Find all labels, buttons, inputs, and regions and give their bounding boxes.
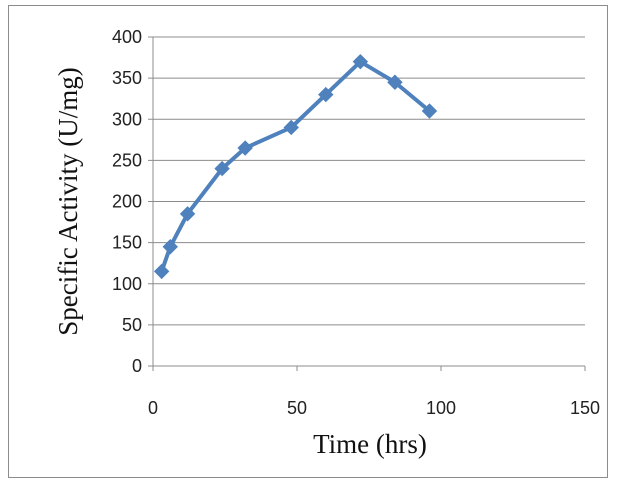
data-point-marker [214,160,230,177]
y-tick-label: 250 [112,150,142,170]
y-tick-label: 350 [112,68,142,88]
data-point-marker [162,239,178,255]
x-tick-label: 100 [426,398,456,418]
series-line [159,59,432,274]
grid-lines [153,36,585,326]
data-point-marker [318,86,334,103]
x-tick-label: 50 [287,398,307,418]
y-tick-label: 300 [112,109,142,129]
data-point-marker [153,263,170,280]
x-tick-label: 150 [570,398,600,418]
chart-frame [8,5,608,478]
y-tick-label: 200 [112,192,142,212]
axes [148,36,586,371]
y-tick-label: 0 [132,356,142,376]
data-point-marker [352,53,369,70]
data-point-marker [421,103,438,119]
x-axis-title: Time (hrs) [313,429,427,459]
data-point-marker [283,119,299,136]
data-point-marker [387,74,403,90]
y-tick-label: 50 [122,315,142,335]
x-tick-label: 0 [148,398,158,418]
data-point-marker [237,140,253,156]
data-point-marker [179,206,196,222]
y-tick-label: 400 [112,27,142,47]
x-tick-labels: 0 50 100 150 [148,398,600,418]
y-tick-labels: 0 50 100 150 200 250 300 350 400 [112,27,142,376]
y-axis-title: Specific Activity (U/mg) [53,67,83,335]
series-group [153,53,438,280]
y-tick-label: 100 [112,274,142,294]
y-tick-label: 150 [112,233,142,253]
